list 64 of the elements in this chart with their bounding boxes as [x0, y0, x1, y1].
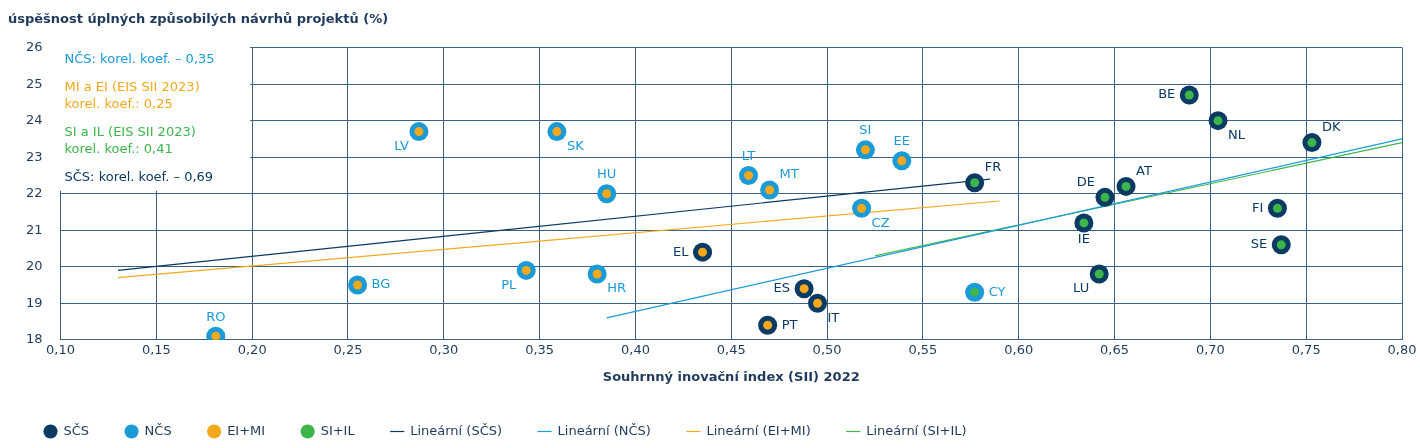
x-tick-label: 0,55 [908, 341, 938, 357]
annotation: FI [1252, 199, 1264, 215]
x-tick-label: 0,80 [1387, 341, 1417, 357]
annotation: CY [988, 283, 1006, 299]
y-tick-label: 21 [26, 221, 43, 237]
x-tick-label: 0,40 [620, 341, 650, 357]
annotation: EE [893, 133, 911, 149]
annotation: LV [394, 137, 409, 153]
annotation: LU [1073, 280, 1090, 296]
legend-label: Lineární (NČS) [557, 422, 651, 438]
annotation: CZ [871, 214, 890, 230]
annotation: DE [1076, 173, 1095, 189]
annotation: SI [859, 122, 872, 138]
x-tick-label: 0,20 [237, 341, 267, 357]
x-tick-label: 0,60 [1004, 341, 1034, 357]
legend-label: Lineární (EI+MI) [706, 422, 811, 438]
annotation: FR [984, 159, 1002, 175]
y-tick-label: 26 [26, 38, 43, 54]
legend-label: Lineární (SI+IL) [866, 422, 967, 438]
x-tick-label: 0,25 [333, 341, 363, 357]
annotation: EL [673, 243, 690, 259]
annotation: NL [1228, 127, 1246, 143]
y-tick-label: 19 [26, 294, 43, 310]
y-tick-label: 18 [26, 331, 43, 347]
annotation: HR [607, 280, 626, 296]
legend-label: SČS [63, 422, 90, 438]
y-tick-label: 20 [26, 258, 43, 274]
annotation: PL [501, 276, 517, 292]
annotation: NČS: korel. koef. – 0,35 [64, 50, 215, 66]
x-tick-label: 0,70 [1195, 341, 1225, 357]
annotation: PT [781, 316, 798, 332]
annotation: HU [597, 166, 617, 182]
annotation: SI a IL (EIS SII 2023) korel. koef.: 0,41 [64, 123, 196, 156]
legend-label: SI+IL [320, 422, 356, 438]
y-tick-label: 24 [26, 112, 43, 128]
x-axis-title: Souhrnný inovační index (SII) 2022 [602, 368, 860, 384]
annotation: BG [371, 276, 391, 292]
annotation: BE [1158, 86, 1176, 102]
x-tick-label: 0,30 [429, 341, 459, 357]
y-tick-label: 22 [26, 185, 43, 201]
legend-label: EI+MI [227, 422, 266, 438]
x-tick-label: 0,35 [525, 341, 555, 357]
x-tick-label: 0,50 [812, 341, 842, 357]
annotation: RO [206, 308, 226, 324]
annotation: SČS: korel. koef. – 0,69 [64, 168, 214, 184]
x-tick-label: 0,75 [1291, 341, 1321, 357]
x-tick-label: 0,15 [141, 341, 171, 357]
annotation: SE [1250, 236, 1268, 252]
annotation: ES [773, 280, 791, 296]
legend-label: NČS [144, 422, 172, 438]
legend-label: Lineární (SČS) [410, 422, 503, 438]
x-tick-label: 0,10 [46, 341, 76, 357]
y-axis-title: úspěšnost úplných způsobilých návrhů projektů (%) [8, 11, 389, 27]
annotation: IE [1077, 231, 1090, 247]
annotation: SK [566, 137, 585, 153]
x-tick-label: 0,65 [1100, 341, 1130, 357]
annotation: DK [1321, 118, 1341, 134]
x-tick-label: 0,45 [716, 341, 746, 357]
annotation: AT [1136, 162, 1152, 178]
y-tick-label: 25 [26, 75, 43, 91]
annotation: IT [827, 309, 840, 325]
annotation: MI a EI (EIS SII 2023) korel. koef.: 0,25 [64, 78, 200, 111]
annotation: MT [779, 166, 799, 182]
y-tick-label: 23 [26, 148, 43, 164]
